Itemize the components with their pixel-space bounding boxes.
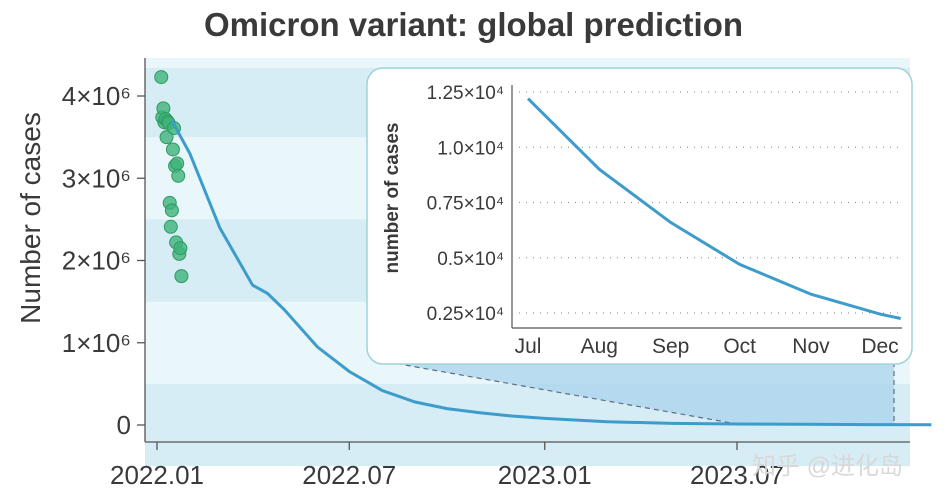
observed-data-point — [174, 269, 189, 284]
inset-x-tick-label: Jul — [515, 335, 542, 358]
prediction-line — [170, 119, 932, 427]
inset-x-tick-label: Oct — [723, 335, 756, 358]
inset-y-tick-label: 1.25×10⁴ — [427, 83, 504, 104]
observed-data-point — [163, 219, 178, 234]
inset-x-tick-label: Aug — [581, 335, 618, 358]
x-tick-label: 2023.07 — [690, 460, 784, 490]
chart-title: Omicron variant: global prediction — [203, 6, 744, 43]
observed-data-point — [159, 130, 174, 145]
y-axis-label: Number of cases — [15, 112, 46, 324]
inset-y-axis-label: number of cases — [382, 123, 403, 274]
zoom-region — [388, 362, 894, 424]
inset-y-tick-label: 0.75×10⁴ — [427, 194, 504, 215]
x-tick-label: 2022.01 — [110, 460, 204, 490]
y-tick-label: 2×10⁶ — [62, 246, 131, 276]
inset-y-tick-label: 1.0×10⁴ — [437, 138, 504, 159]
watermark-text: 知乎 @进化岛 — [752, 453, 904, 480]
observed-data-point — [154, 70, 169, 85]
y-tick-label: 3×10⁶ — [62, 163, 131, 193]
inset-panel: 0.25×10⁴ 0.5×10⁴ 0.75×10⁴ 1.0×10⁴ 1.25×10⁴ Ju… — [366, 67, 913, 365]
inset-prediction-line — [526, 97, 902, 320]
inset-x-tick-label: Nov — [792, 335, 830, 358]
observed-data-point — [170, 156, 185, 171]
observed-data-point — [164, 203, 179, 218]
y-tick-label: 0 — [117, 410, 131, 440]
observed-data-point — [171, 168, 186, 183]
y-tick-label: 1×10⁶ — [62, 328, 131, 358]
x-tick-label: 2022.07 — [302, 460, 396, 490]
observed-data-point — [173, 241, 188, 256]
inset-y-tick-label: 0.25×10⁴ — [427, 304, 504, 325]
x-tick-label: 2023.01 — [498, 460, 592, 490]
inset-y-tick-label: 0.5×10⁴ — [437, 249, 504, 270]
inset-x-tick-label: Dec — [861, 335, 898, 358]
inset-x-tick-label: Sep — [652, 335, 689, 358]
observed-data-point — [165, 142, 180, 157]
y-tick-label: 4×10⁶ — [62, 81, 131, 111]
inset-frame — [366, 67, 913, 365]
